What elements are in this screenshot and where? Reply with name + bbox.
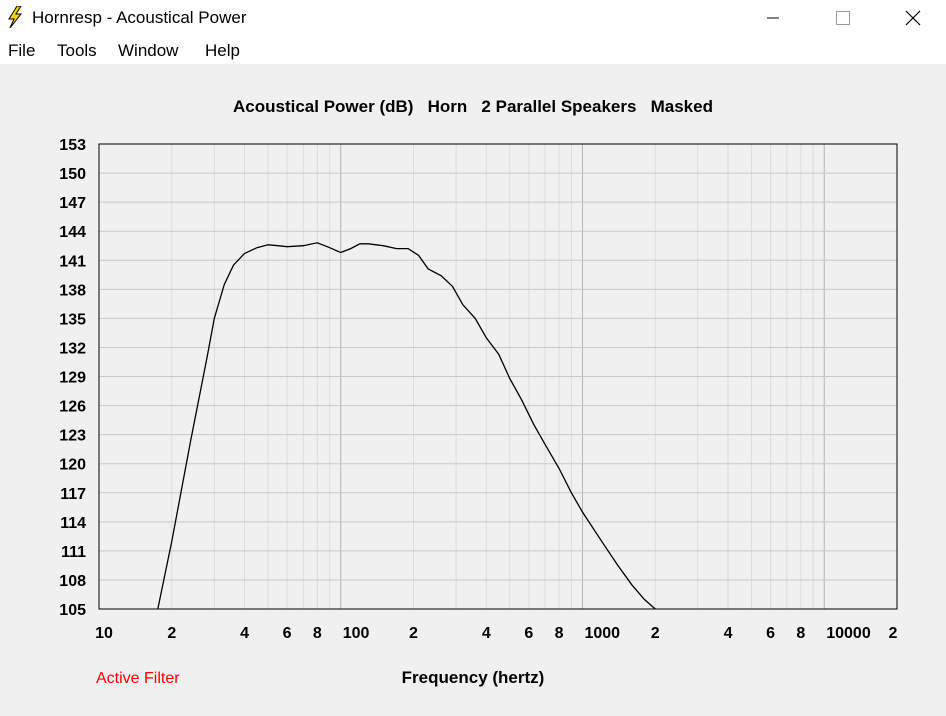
menu-tools[interactable]: Tools [57, 41, 97, 60]
title-bar: Hornresp - Acoustical Power [0, 0, 946, 36]
chart-title: Acoustical Power (dB) Horn 2 Parallel Sp… [233, 97, 713, 116]
x-tick-label: 6 [283, 625, 292, 642]
menu-window[interactable]: Window [118, 41, 179, 60]
x-tick-label: 4 [482, 625, 491, 642]
x-axis-label: Frequency (hertz) [402, 668, 545, 687]
x-tick-label: 8 [555, 625, 564, 642]
y-tick-label: 117 [60, 486, 86, 503]
y-tick-label: 114 [60, 515, 86, 532]
x-tick-label: 4 [724, 625, 733, 642]
y-tick-label: 138 [59, 282, 86, 299]
menu-bar: File Tools Window Help [0, 36, 946, 64]
x-tick-label: 10 [95, 625, 113, 642]
x-tick-label: 8 [796, 625, 805, 642]
lightning-bolt-icon [8, 6, 23, 28]
x-tick-label: 2 [651, 625, 660, 642]
plot-area: Acoustical Power (dB) Horn 2 Parallel Sp… [0, 64, 946, 711]
y-tick-label: 153 [59, 137, 86, 154]
minimize-button[interactable] [750, 0, 796, 36]
y-tick-label: 120 [59, 457, 86, 474]
y-tick-label: 144 [59, 224, 86, 241]
y-tick-label: 150 [59, 166, 86, 183]
maximize-button[interactable] [820, 0, 866, 36]
y-tick-label: 108 [59, 573, 86, 590]
x-tick-label: 4 [240, 625, 249, 642]
y-tick-label: 132 [59, 340, 86, 357]
y-tick-label: 135 [59, 311, 86, 328]
x-tick-label: 2 [409, 625, 418, 642]
menu-file[interactable]: File [8, 41, 36, 60]
x-tick-label: 6 [524, 625, 533, 642]
y-tick-label: 147 [59, 195, 86, 212]
active-filter-label: Active Filter [96, 670, 180, 687]
plot-frame [98, 143, 898, 610]
series-line [157, 242, 656, 610]
x-tick-label: 2 [167, 625, 176, 642]
y-tick-label: 111 [61, 544, 86, 561]
y-tick-label: 105 [59, 602, 86, 619]
x-tick-label: 6 [766, 625, 775, 642]
maximize-icon [836, 11, 850, 25]
y-tick-label: 126 [59, 399, 86, 416]
x-tick-label: 1000 [584, 625, 620, 642]
y-tick-label: 141 [59, 253, 86, 270]
y-tick-label: 123 [59, 428, 86, 445]
acoustical-power-chart: Acoustical Power (dB) Horn 2 Parallel Sp… [59, 97, 898, 687]
y-tick-label: 129 [59, 370, 86, 387]
menu-help[interactable]: Help [205, 41, 240, 60]
window-title: Hornresp - Acoustical Power [32, 8, 247, 27]
x-tick-label: 2 [889, 625, 898, 642]
x-tick-label: 8 [313, 625, 322, 642]
x-tick-label: 100 [343, 625, 370, 642]
close-button[interactable] [890, 0, 936, 36]
close-icon [905, 10, 921, 26]
x-tick-label: 10000 [826, 625, 871, 642]
minimize-icon [767, 17, 779, 19]
